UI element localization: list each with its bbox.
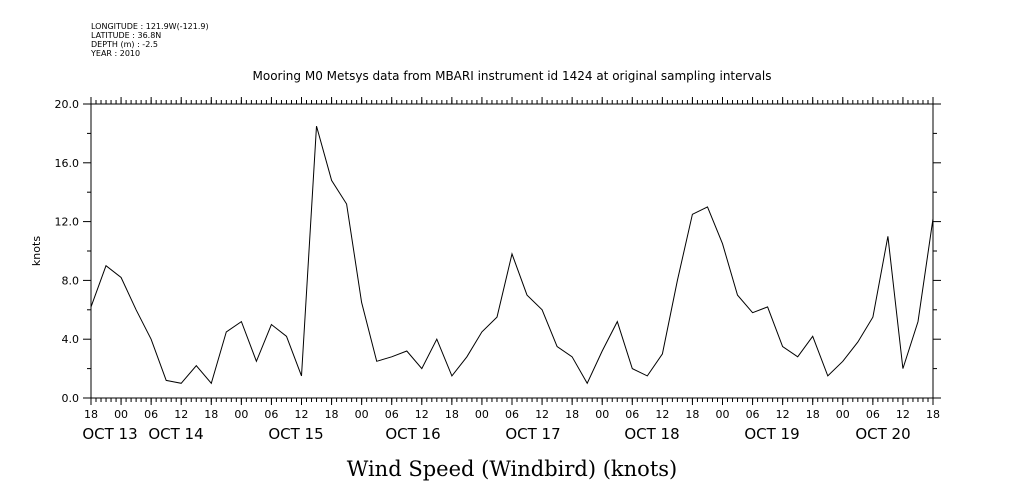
y-tick-label: 12.0: [55, 216, 80, 229]
x-hour-tick-label: 18: [565, 408, 579, 421]
x-hour-tick-label: 06: [264, 408, 278, 421]
x-day-label: OCT 15: [268, 425, 323, 443]
x-axis-label: Wind Speed (Windbird) (knots): [347, 457, 677, 481]
x-hour-tick-label: 00: [355, 408, 369, 421]
x-day-label: OCT 19: [744, 425, 799, 443]
y-tick-label: 8.0: [62, 274, 80, 287]
x-hour-tick-label: 06: [866, 408, 880, 421]
x-hour-tick-label: 18: [325, 408, 339, 421]
x-hour-tick-label: 12: [776, 408, 790, 421]
plot-frame: [90, 103, 934, 399]
x-hour-tick-label: 06: [144, 408, 158, 421]
x-day-label: OCT 17: [505, 425, 560, 443]
latitude-label: LATITUDE : 36.8N: [91, 31, 162, 40]
x-day-label: OCT 18: [624, 425, 679, 443]
y-tick-label: 20.0: [55, 98, 80, 111]
x-hour-tick-label: 12: [896, 408, 910, 421]
x-hour-tick-label: 18: [445, 408, 459, 421]
y-axis: 0.0 4.0 8.0 12.0 16.0 20.0: [55, 98, 941, 405]
x-hour-tick-label: 12: [535, 408, 549, 421]
longitude-label: LONGITUDE : 121.9W(-121.9): [91, 22, 209, 31]
y-axis-label: knots: [30, 236, 43, 266]
y-tick-label: 0.0: [62, 392, 80, 405]
x-day-label: OCT 16: [385, 425, 440, 443]
x-hour-tick-label: 18: [926, 408, 940, 421]
x-hour-tick-label: 00: [716, 408, 730, 421]
year-label: YEAR : 2010: [91, 49, 141, 58]
x-day-label: OCT 13: [82, 425, 137, 443]
x-hour-tick-label: 18: [806, 408, 820, 421]
x-hour-tick-label: 12: [295, 408, 309, 421]
x-hour-tick-label: 06: [505, 408, 519, 421]
x-hour-tick-label: 00: [595, 408, 609, 421]
x-axis: 18 00 06 12 18 00 06 12 18 00 06 12 18 00 06 12 18 00 06 12…: [82, 97, 940, 443]
x-hour-tick-label: 00: [114, 408, 128, 421]
depth-label: DEPTH (m) : -2.5: [91, 40, 158, 49]
chart-title: Mooring M0 Metsys data from MBARI instru…: [253, 69, 772, 83]
x-hour-tick-label: 18: [84, 408, 98, 421]
x-hour-tick-label: 00: [475, 408, 489, 421]
y-tick-label: 16.0: [55, 157, 80, 170]
y-tick-label: 4.0: [62, 333, 80, 346]
x-hour-tick-label: 18: [204, 408, 218, 421]
minor-ticks: [90, 100, 934, 402]
x-hour-tick-label: 18: [685, 408, 699, 421]
x-hour-tick-label: 06: [625, 408, 639, 421]
metadata-block: LONGITUDE : 121.9W(-121.9) LATITUDE : 36…: [91, 22, 209, 58]
x-hour-tick-label: 06: [746, 408, 760, 421]
x-hour-tick-label: 00: [836, 408, 850, 421]
x-hour-tick-label: 06: [385, 408, 399, 421]
x-hour-tick-label: 12: [174, 408, 188, 421]
x-hour-tick-label: 12: [415, 408, 429, 421]
wind-speed-series-line: [90, 125, 934, 385]
x-day-label: OCT 14: [148, 425, 203, 443]
x-hour-tick-label: 12: [655, 408, 669, 421]
x-hour-tick-label: 00: [234, 408, 248, 421]
x-day-label: OCT 20: [855, 425, 910, 443]
